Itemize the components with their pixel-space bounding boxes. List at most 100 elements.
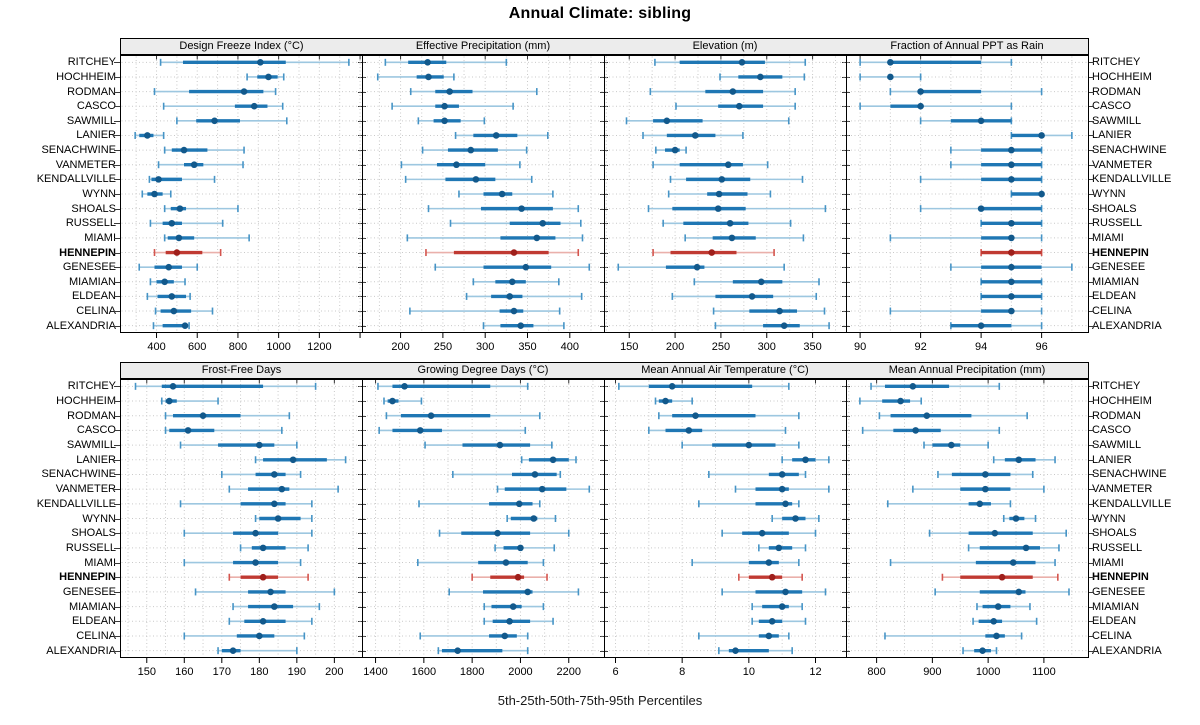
x-tick-label: 400 — [561, 341, 579, 353]
median-dot — [531, 471, 539, 478]
median-dot — [176, 205, 184, 212]
series-rodman — [385, 412, 541, 420]
series-shoals — [647, 205, 827, 213]
series-senachwine — [163, 146, 245, 154]
panel-border — [846, 55, 1089, 333]
x-axis-mean-annual-air-temperature-c: 6 8 10 12 — [612, 658, 822, 678]
series-vanmeter — [228, 485, 339, 493]
station-label-miamian: MIAMIAN — [68, 600, 116, 613]
median-dot — [923, 412, 931, 420]
series-eldean — [483, 617, 554, 625]
median-dot — [530, 515, 538, 522]
x-tick-label: 200 — [666, 341, 684, 353]
station-label-vanmeter: VANMETER — [1092, 158, 1153, 171]
series-alexandria — [718, 647, 793, 655]
series-senachwine — [221, 470, 302, 478]
median-dot — [454, 647, 461, 654]
station-label-miamian: MIAMIAN — [1092, 275, 1140, 288]
series-kendallville — [418, 500, 541, 508]
median-dot — [524, 588, 531, 596]
median-dot — [708, 249, 716, 256]
median-dot — [782, 500, 789, 508]
x-tick-label: 250 — [434, 341, 452, 353]
x-tick-label: 800 — [229, 341, 247, 353]
x-tick-label: 150 — [620, 341, 638, 353]
median-dot — [271, 471, 278, 478]
x-tick-label: 170 — [213, 666, 231, 678]
median-dot — [180, 146, 188, 154]
median-dot — [240, 88, 248, 95]
station-label-shoals: SHOALS — [1092, 202, 1137, 215]
x-tick-label: 1600 — [412, 666, 436, 678]
median-dot — [518, 205, 525, 212]
x-tick-label: 350 — [803, 341, 821, 353]
series-hennepin — [153, 249, 222, 257]
panel-header-fraction-of-annual-ppt-as-rain: Fraction of Annual PPT as Rain — [846, 38, 1089, 55]
x-tick-label: 12 — [809, 666, 821, 678]
series-genesee — [448, 588, 580, 596]
series-rodman — [649, 88, 796, 96]
series-sawmill — [417, 117, 486, 125]
series-senachwine — [950, 146, 1043, 154]
x-tick-label: 1100 — [1032, 666, 1056, 678]
median-dot — [427, 412, 435, 420]
series-rodman — [658, 412, 800, 420]
gridlines — [847, 56, 1087, 332]
station-label-miami: MIAMI — [1092, 231, 1124, 244]
series-senachwine — [937, 470, 1034, 478]
station-label-miami: MIAMI — [84, 231, 116, 244]
x-axis-frost-free-days: 150 160 170 180 190 200 — [138, 658, 344, 678]
station-label-shoals: SHOALS — [1092, 527, 1137, 540]
median-dot — [1015, 588, 1023, 596]
series-eldean — [972, 617, 1038, 625]
x-tick-label: 400 — [147, 341, 165, 353]
median-dot — [271, 500, 278, 508]
station-label-casco: CASCO — [76, 424, 116, 437]
series-genesee — [194, 588, 336, 596]
median-dot — [1008, 278, 1015, 286]
station-label-kendallville: KENDALLVILLE — [1092, 497, 1172, 510]
series-hennepin — [652, 249, 775, 257]
station-label-senachwine: SENACHWINE — [1092, 468, 1167, 481]
series-shoals — [928, 529, 1067, 537]
median-dot — [168, 293, 176, 300]
median-dot — [173, 249, 181, 256]
median-dot — [165, 397, 173, 405]
median-dot — [416, 427, 424, 434]
station-label-genesee: GENESEE — [62, 585, 116, 598]
median-dot — [775, 544, 783, 552]
median-dot — [1008, 161, 1015, 169]
station-label-russell: RUSSELL — [65, 541, 116, 554]
series-casco — [162, 102, 284, 110]
series-sawmill — [179, 441, 298, 449]
median-dot — [765, 632, 773, 640]
x-tick-label: 190 — [288, 666, 306, 678]
station-label-miamian: MIAMIAN — [68, 275, 116, 288]
median-dot — [168, 219, 176, 227]
station-label-senachwine: SENACHWINE — [41, 144, 116, 157]
series-russell — [662, 219, 792, 227]
x-tick-label: 200 — [325, 666, 343, 678]
median-dot — [768, 573, 776, 581]
series-casco — [675, 102, 796, 110]
series-senachwine — [421, 146, 528, 154]
station-label-kendallville: KENDALLVILLE — [1092, 173, 1172, 186]
x-tick-label: 8 — [679, 666, 685, 678]
station-label-hennepin: HENNEPIN — [1092, 571, 1149, 584]
series-miamian — [232, 603, 321, 611]
median-dot — [685, 427, 693, 434]
panel-border — [846, 379, 1089, 658]
median-dot — [506, 617, 513, 625]
median-dot — [169, 383, 177, 390]
station-label-wynn: WYNN — [82, 188, 116, 200]
station-label-hochheim: HOCHHEIM — [1092, 70, 1152, 83]
median-dot — [1008, 146, 1015, 154]
station-label-lanier: LANIER — [76, 453, 116, 466]
panel-header-elevation-m: Elevation (m) — [604, 38, 847, 55]
median-dot — [165, 263, 173, 271]
median-dot — [993, 632, 1000, 640]
median-dot — [1008, 293, 1015, 300]
median-dot — [170, 307, 178, 315]
series-sawmill — [424, 441, 553, 449]
series-hochheim — [859, 397, 923, 405]
